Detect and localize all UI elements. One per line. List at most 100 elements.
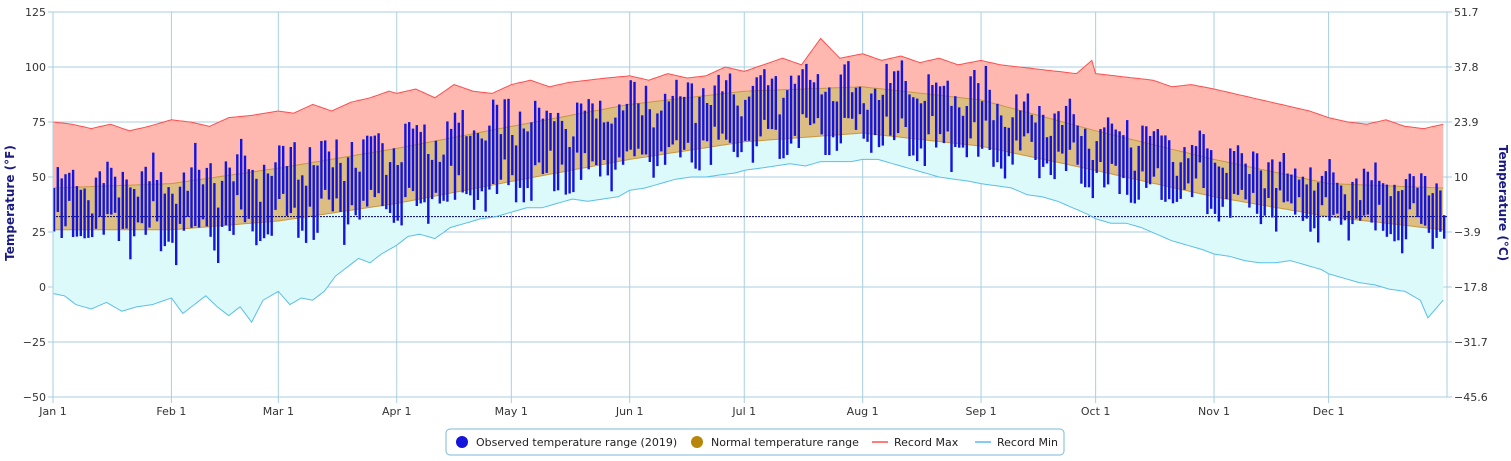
observed-range-bar: [537, 107, 541, 163]
y-right-tick-label: −17.8: [1454, 281, 1488, 294]
observed-range-bar: [381, 143, 384, 207]
legend-record-max-label: Record Max: [894, 436, 959, 449]
observed-range-bar: [385, 174, 388, 210]
observed-range-bar: [259, 201, 262, 241]
legend-item-normal[interactable]: Normal temperature range: [691, 436, 859, 449]
y-left-tick-label: 25: [32, 226, 46, 239]
observed-range-bar: [232, 181, 235, 235]
observed-range-bar: [721, 91, 724, 134]
observed-range-bar: [755, 77, 758, 147]
observed-range-bar: [1347, 210, 1350, 241]
observed-range-bar: [148, 181, 151, 228]
observed-range-bar: [98, 171, 101, 217]
legend-item-observed[interactable]: Observed temperature range (2019): [456, 436, 677, 449]
legend-box: [445, 428, 1065, 456]
observed-range-bar: [56, 167, 59, 212]
observed-range-bar: [446, 121, 449, 202]
observed-range-bar: [91, 213, 94, 238]
y-left-tick-label: −50: [23, 391, 46, 404]
observed-range-bar: [568, 147, 571, 194]
observed-range-bar: [52, 188, 56, 232]
observed-range-bar: [64, 174, 67, 227]
observed-range-bar: [1141, 125, 1144, 172]
observed-range-bar: [526, 131, 529, 189]
legend-normal-marker: [691, 436, 703, 448]
observed-range-bar: [182, 172, 186, 231]
observed-range-bar: [453, 112, 457, 200]
observed-range-bar: [175, 203, 178, 266]
observed-range-bar: [1439, 190, 1442, 232]
observed-range-bar: [312, 165, 315, 240]
observed-range-bar: [1255, 153, 1259, 214]
observed-range-bar: [705, 103, 709, 142]
observed-range-bar: [961, 115, 965, 148]
legend-item-record-min[interactable]: Record Min: [975, 436, 1058, 449]
observed-range-bar: [893, 71, 896, 141]
observed-range-bar: [125, 179, 128, 229]
observed-range-bar: [1156, 129, 1159, 169]
observed-range-bar: [881, 94, 884, 146]
observed-range-bar: [946, 80, 949, 132]
observed-range-bar: [450, 128, 453, 166]
y-left-tick-label: −25: [23, 336, 46, 349]
x-tick-label: Jul 1: [731, 405, 756, 418]
observed-range-bar: [877, 100, 881, 148]
observed-range-bar: [377, 133, 380, 194]
observed-range-bar: [1244, 163, 1247, 200]
observed-range-bar: [1401, 190, 1404, 254]
observed-range-bar: [331, 167, 334, 212]
observed-range-bar: [152, 152, 155, 202]
observed-range-bar: [618, 104, 621, 158]
observed-range-bar: [1126, 120, 1129, 195]
observed-range-bar: [396, 165, 399, 221]
observed-range-bar: [1282, 153, 1285, 203]
observed-range-bar: [1294, 168, 1297, 215]
observed-range-bar: [400, 162, 403, 226]
observed-range-bar: [415, 125, 418, 206]
observed-range-bar: [1271, 159, 1274, 218]
observed-range-bar: [709, 105, 713, 165]
observed-range-bar: [824, 91, 827, 155]
legend-item-record-max[interactable]: Record Max: [872, 436, 959, 449]
observed-range-bar: [919, 103, 923, 149]
observed-range-bar: [1370, 180, 1373, 223]
observed-range-bar: [683, 96, 686, 150]
observed-range-bar: [113, 176, 117, 213]
observed-range-bar: [576, 102, 579, 153]
observed-range-bar: [1213, 162, 1217, 214]
observed-range-bar: [644, 85, 648, 155]
observed-range-bar: [686, 82, 690, 143]
observed-range-bar: [1404, 179, 1408, 240]
observed-range-bar: [923, 100, 926, 166]
observed-range-bar: [599, 100, 602, 177]
observed-range-bar: [774, 76, 777, 130]
observed-range-bar: [1229, 148, 1232, 218]
observed-range-bar: [916, 98, 919, 162]
observed-range-bar: [178, 186, 182, 224]
observed-range-bar: [133, 189, 136, 237]
observed-range-bar: [1355, 178, 1358, 219]
observed-range-bar: [266, 173, 270, 235]
observed-range-bar: [434, 140, 438, 193]
observed-range-bar: [1259, 170, 1263, 225]
observed-range-bar: [1359, 200, 1362, 221]
observed-range-bar: [1045, 137, 1049, 164]
observed-range-bar: [1366, 171, 1369, 215]
observed-range-bar: [186, 190, 189, 217]
observed-range-bar: [1042, 114, 1045, 167]
observed-range-bar: [602, 122, 606, 160]
observed-range-bar: [194, 142, 197, 227]
observed-range-bar: [1240, 153, 1243, 190]
observed-range-bar: [1152, 131, 1156, 177]
observed-range-bar: [442, 154, 445, 201]
observed-range-bar: [419, 131, 422, 204]
observed-range-bar: [461, 110, 464, 193]
observed-range-bar: [297, 179, 300, 238]
observed-range-bar: [121, 171, 124, 229]
observed-range-bar: [163, 193, 166, 247]
observed-range-bar: [427, 154, 430, 224]
x-tick-label: Sep 1: [965, 405, 996, 418]
observed-range-bar: [220, 180, 224, 227]
y-right-tick-label: 51.7: [1454, 6, 1479, 19]
observed-range-bar: [1397, 191, 1400, 241]
